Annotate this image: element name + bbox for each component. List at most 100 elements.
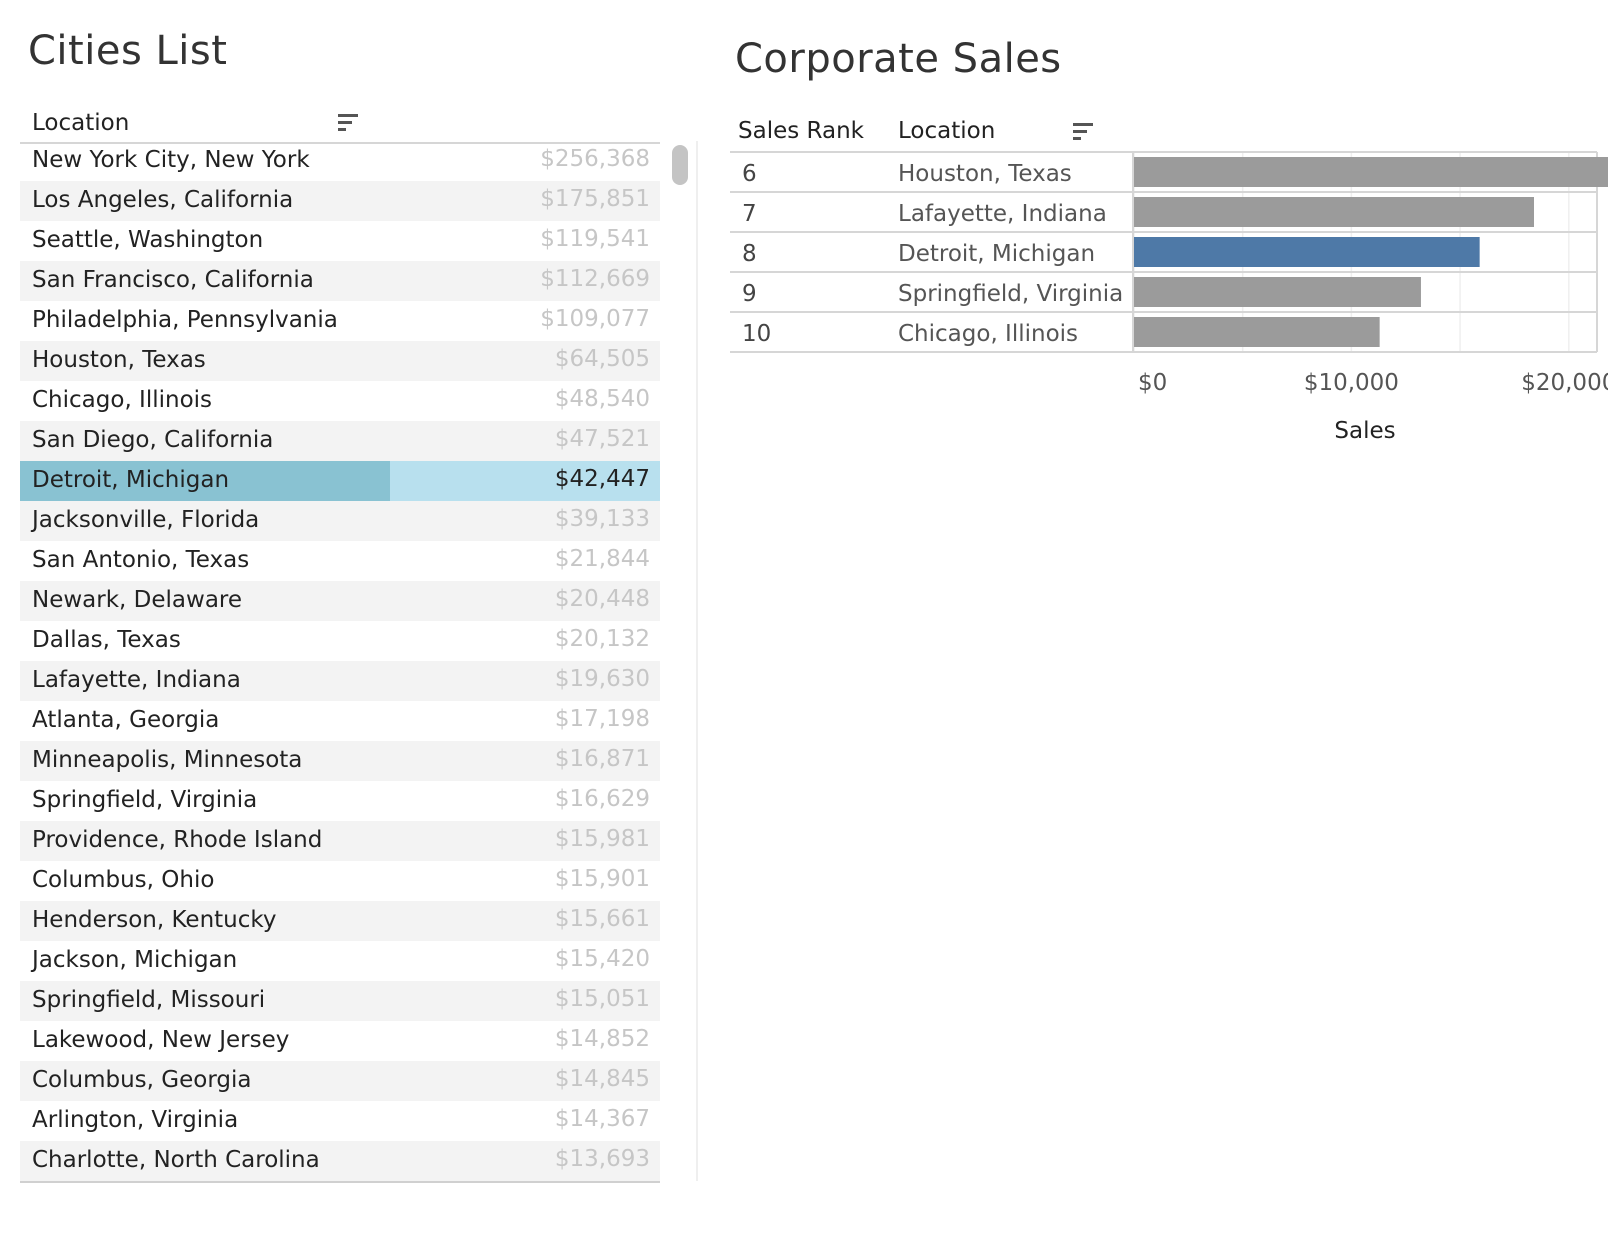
list-item[interactable]: Lafayette, Indiana $19,630 (20, 661, 660, 701)
x-tick-label: $0 (1138, 370, 1167, 396)
city-name: Jacksonville, Florida (32, 507, 260, 533)
list-item[interactable]: Arlington, Virginia $14,367 (20, 1101, 660, 1141)
city-sales-value: $20,448 (554, 586, 650, 612)
city-sales-value: $15,661 (554, 906, 650, 932)
list-item[interactable]: Columbus, Ohio $15,901 (20, 861, 660, 901)
list-item[interactable]: Henderson, Kentucky $15,661 (20, 901, 660, 941)
city-name: Columbus, Ohio (32, 867, 215, 893)
city-name: Atlanta, Georgia (32, 707, 220, 733)
list-item[interactable]: Detroit, Michigan $42,447 (20, 461, 660, 501)
list-item[interactable]: Lakewood, New Jersey $14,852 (20, 1021, 660, 1061)
city-sales-value: $42,447 (554, 466, 650, 492)
scrollbar-thumb[interactable] (672, 145, 688, 185)
city-name: Newark, Delaware (32, 587, 243, 613)
bar (1134, 277, 1421, 307)
list-item[interactable]: San Diego, California $47,521 (20, 421, 660, 461)
list-item[interactable]: Jacksonville, Florida $39,133 (20, 501, 660, 541)
sales-rank-label: 10 (742, 321, 771, 347)
cities-list-header: Location (20, 108, 660, 144)
city-sales-value: $19,630 (554, 666, 650, 692)
list-item[interactable]: San Francisco, California $112,669 (20, 261, 660, 301)
city-name: Detroit, Michigan (32, 467, 230, 493)
location-label: Chicago, Illinois (898, 321, 1078, 347)
sales-rank-label: 9 (742, 281, 757, 307)
city-sales-value: $15,901 (554, 866, 650, 892)
city-name: Minneapolis, Minnesota (32, 747, 303, 773)
city-sales-value: $112,669 (540, 266, 650, 292)
city-sales-value: $15,981 (554, 826, 650, 852)
city-name: Seattle, Washington (32, 227, 264, 253)
city-sales-value: $13,693 (554, 1146, 650, 1172)
list-item[interactable]: Seattle, Washington $119,541 (20, 221, 660, 261)
city-sales-value: $17,198 (554, 706, 650, 732)
city-sales-value: $47,521 (554, 426, 650, 452)
city-sales-value: $21,844 (554, 546, 650, 572)
city-sales-value: $175,851 (540, 186, 650, 212)
list-item[interactable]: Chicago, Illinois $48,540 (20, 381, 660, 421)
city-sales-value: $64,505 (554, 346, 650, 372)
city-name: Lafayette, Indiana (32, 667, 241, 693)
location-label: Detroit, Michigan (898, 241, 1095, 267)
list-item[interactable]: San Antonio, Texas $21,844 (20, 541, 660, 581)
list-item[interactable]: Philadelphia, Pennsylvania $109,077 (20, 301, 660, 341)
list-item[interactable]: Providence, Rhode Island $15,981 (20, 821, 660, 861)
city-name: San Antonio, Texas (32, 547, 250, 573)
list-item[interactable]: Charlotte, North Carolina $13,693 (20, 1141, 660, 1181)
city-sales-value: $119,541 (540, 226, 650, 252)
city-name: Columbus, Georgia (32, 1067, 252, 1093)
city-sales-value: $14,845 (554, 1066, 650, 1092)
city-sales-value: $16,871 (554, 746, 650, 772)
bar (1134, 237, 1480, 267)
city-name: San Francisco, California (32, 267, 314, 293)
city-sales-value: $48,540 (554, 386, 650, 412)
bar (1134, 157, 1608, 187)
city-sales-value: $15,420 (554, 946, 650, 972)
scrollbar-track[interactable] (660, 141, 698, 1181)
location-label: Houston, Texas (898, 161, 1072, 187)
location-column-header[interactable]: Location (32, 110, 130, 136)
city-name: Dallas, Texas (32, 627, 181, 653)
city-name: Arlington, Virginia (32, 1107, 239, 1133)
sort-descending-icon[interactable] (1073, 121, 1093, 141)
city-name: Jackson, Michigan (32, 947, 238, 973)
bar (1134, 197, 1534, 227)
location-column-header[interactable]: Location (898, 118, 996, 144)
city-name: Chicago, Illinois (32, 387, 213, 413)
list-item[interactable]: Minneapolis, Minnesota $16,871 (20, 741, 660, 781)
city-name: San Diego, California (32, 427, 274, 453)
x-tick-label: $20,000 (1521, 370, 1608, 396)
x-tick-label: $10,000 (1304, 370, 1399, 396)
list-item[interactable]: Columbus, Georgia $14,845 (20, 1061, 660, 1101)
list-item[interactable]: New York City, New York $256,368 (20, 141, 660, 181)
city-name: Los Angeles, California (32, 187, 294, 213)
list-item[interactable]: Newark, Delaware $20,448 (20, 581, 660, 621)
sales-rank-label: 6 (742, 161, 757, 187)
list-item[interactable]: Springfield, Missouri $15,051 (20, 981, 660, 1021)
x-axis-label: Sales (1334, 418, 1395, 444)
sales-rank-column-header[interactable]: Sales Rank (738, 118, 864, 144)
city-sales-value: $109,077 (540, 306, 650, 332)
list-item[interactable]: Dallas, Texas $20,132 (20, 621, 660, 661)
city-name: Lakewood, New Jersey (32, 1027, 290, 1053)
city-sales-value: $39,133 (554, 506, 650, 532)
bar (1134, 317, 1380, 347)
corporate-sales-title: Corporate Sales (735, 36, 1062, 82)
cities-list-title: Cities List (28, 28, 228, 74)
city-sales-value: $16,629 (554, 786, 650, 812)
selected-name-cell (20, 461, 390, 501)
list-item[interactable]: Springfield, Virginia $16,629 (20, 781, 660, 821)
city-name: Henderson, Kentucky (32, 907, 277, 933)
city-name: Charlotte, North Carolina (32, 1147, 320, 1173)
sort-descending-icon[interactable] (338, 112, 358, 132)
location-label: Springfield, Virginia (898, 281, 1123, 307)
city-name: Springfield, Missouri (32, 987, 266, 1013)
list-item[interactable]: Atlanta, Georgia $17,198 (20, 701, 660, 741)
city-sales-value: $15,051 (554, 986, 650, 1012)
list-item[interactable]: Jackson, Michigan $15,420 (20, 941, 660, 981)
city-sales-value: $14,367 (554, 1106, 650, 1132)
list-item[interactable]: Houston, Texas $64,505 (20, 341, 660, 381)
city-sales-value: $20,132 (554, 626, 650, 652)
sales-rank-label: 7 (742, 201, 757, 227)
list-item[interactable]: Los Angeles, California $175,851 (20, 181, 660, 221)
